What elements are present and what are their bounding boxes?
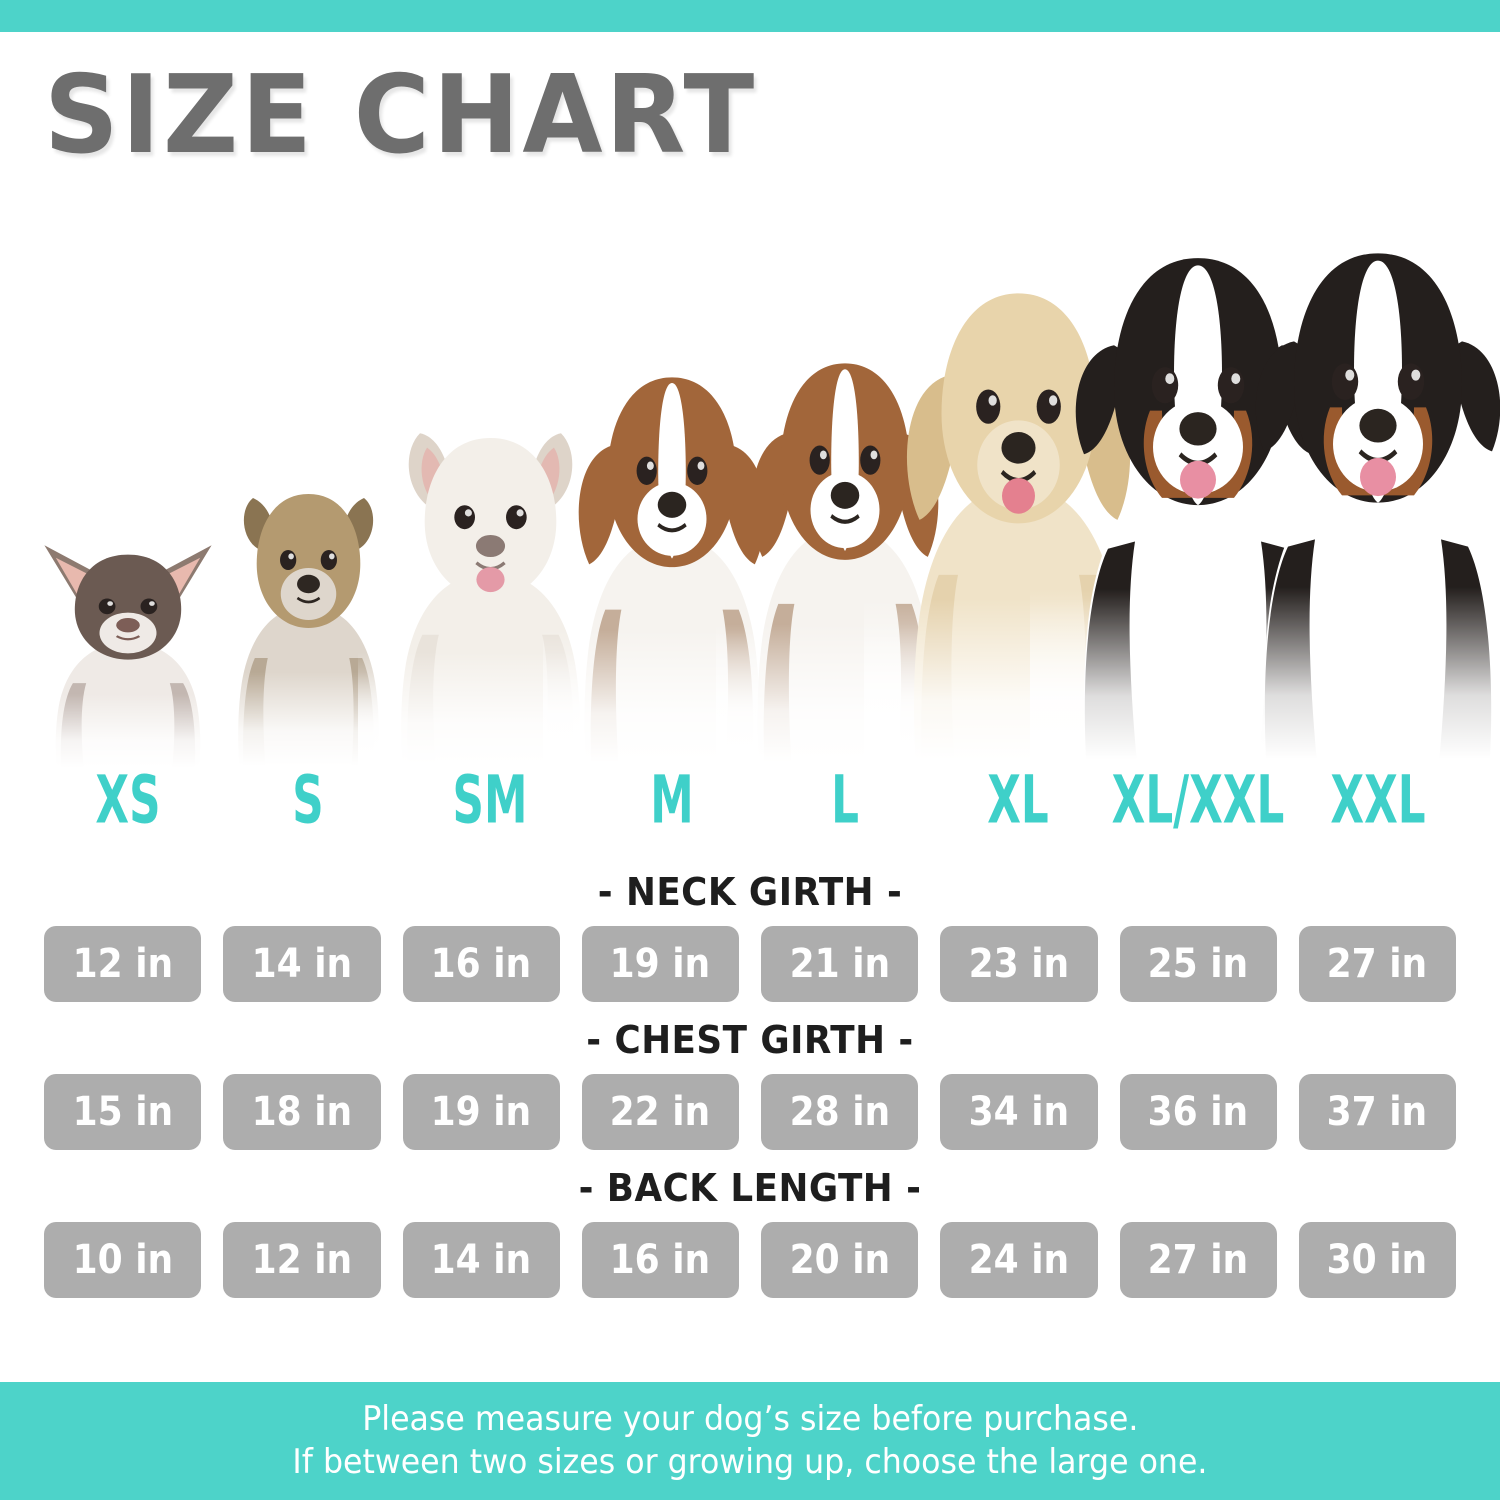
dog-chihuahua-icon: [21, 539, 235, 774]
value-chip-neck-girth-xxl: 27 in: [1298, 926, 1456, 1002]
size-label-s: S: [292, 762, 324, 839]
page-title-wrap: SIZE CHART: [0, 32, 1500, 170]
value-chip-back-length-s: 12 in: [223, 1222, 381, 1298]
section-heading-chest-girth: - CHEST GIRTH -: [586, 1018, 914, 1062]
value-chip-chest-girth-xs: 15 in: [44, 1074, 202, 1150]
value-chip-neck-girth-xl-xxl: 25 in: [1119, 926, 1277, 1002]
section-neck-girth: - NECK GIRTH - 12 in 14 in 16 in 19 in 21 in…: [44, 870, 1456, 1002]
measurements-area: - NECK GIRTH - 12 in 14 in 16 in 19 in 21 in…: [0, 854, 1500, 1298]
top-accent-bar: [0, 0, 1500, 32]
value-chip-back-length-m: 16 in: [581, 1222, 739, 1298]
footer-line-2: If between two sizes or growing up, choo…: [292, 1442, 1208, 1482]
size-label-xl-xxl: XL/XXL: [1111, 762, 1285, 839]
value-chip-back-length-xxl: 30 in: [1298, 1222, 1456, 1298]
size-label-m: M: [650, 762, 694, 839]
size-label-xs: XS: [95, 762, 161, 839]
value-chip-chest-girth-xxl: 37 in: [1298, 1074, 1456, 1150]
value-row-neck-girth: 12 in 14 in 16 in 19 in 21 in 23 in 25 in 27 in: [44, 926, 1456, 1002]
footer-note-bar: Please measure your dog’s size before pu…: [0, 1382, 1500, 1500]
value-chip-neck-girth-l: 21 in: [761, 926, 919, 1002]
value-chip-chest-girth-xl-xxl: 36 in: [1119, 1074, 1277, 1150]
value-chip-back-length-sm: 14 in: [402, 1222, 560, 1298]
dog-illustrations-band: [0, 174, 1500, 774]
dog-frenchie-icon: [358, 414, 622, 774]
value-chip-neck-girth-sm: 16 in: [402, 926, 560, 1002]
value-chip-chest-girth-m: 22 in: [581, 1074, 739, 1150]
layout-spacer: [0, 1298, 1500, 1382]
page-title: SIZE CHART: [44, 53, 758, 178]
size-label-sm: SM: [452, 762, 528, 839]
size-label-l: L: [831, 762, 859, 839]
value-row-back-length: 10 in 12 in 14 in 16 in 20 in 24 in 27 in 30 in: [44, 1222, 1456, 1298]
value-chip-neck-girth-m: 19 in: [581, 926, 739, 1002]
section-heading-back-length: - BACK LENGTH -: [578, 1166, 922, 1210]
size-label-xl: XL: [987, 762, 1049, 839]
value-chip-back-length-xl-xxl: 27 in: [1119, 1222, 1277, 1298]
section-chest-girth: - CHEST GIRTH - 15 in 18 in 19 in 22 in 28 i…: [44, 1018, 1456, 1150]
dog-bernese-large-icon: [1210, 224, 1500, 774]
value-chip-back-length-xl: 24 in: [940, 1222, 1098, 1298]
size-labels-band: XS S SM M L XL XL/XXL XXL: [0, 762, 1500, 854]
size-label-xxl: XXL: [1330, 762, 1426, 839]
footer-line-1: Please measure your dog’s size before pu…: [361, 1398, 1139, 1439]
value-chip-neck-girth-xs: 12 in: [44, 926, 202, 1002]
value-chip-back-length-l: 20 in: [761, 1222, 919, 1298]
value-chip-neck-girth-xl: 23 in: [940, 926, 1098, 1002]
value-chip-chest-girth-s: 18 in: [223, 1074, 381, 1150]
value-chip-neck-girth-s: 14 in: [223, 926, 381, 1002]
dog-golden-retriever-icon: [864, 259, 1172, 774]
value-chip-back-length-xs: 10 in: [44, 1222, 202, 1298]
value-chip-chest-girth-l: 28 in: [761, 1074, 919, 1150]
section-back-length: - BACK LENGTH - 10 in 12 in 14 in 16 in 20 i…: [44, 1166, 1456, 1298]
value-chip-chest-girth-sm: 19 in: [402, 1074, 560, 1150]
section-heading-neck-girth: - NECK GIRTH -: [597, 870, 903, 914]
value-chip-chest-girth-xl: 34 in: [940, 1074, 1098, 1150]
value-row-chest-girth: 15 in 18 in 19 in 22 in 28 in 34 in 36 in 37 in: [44, 1074, 1456, 1150]
